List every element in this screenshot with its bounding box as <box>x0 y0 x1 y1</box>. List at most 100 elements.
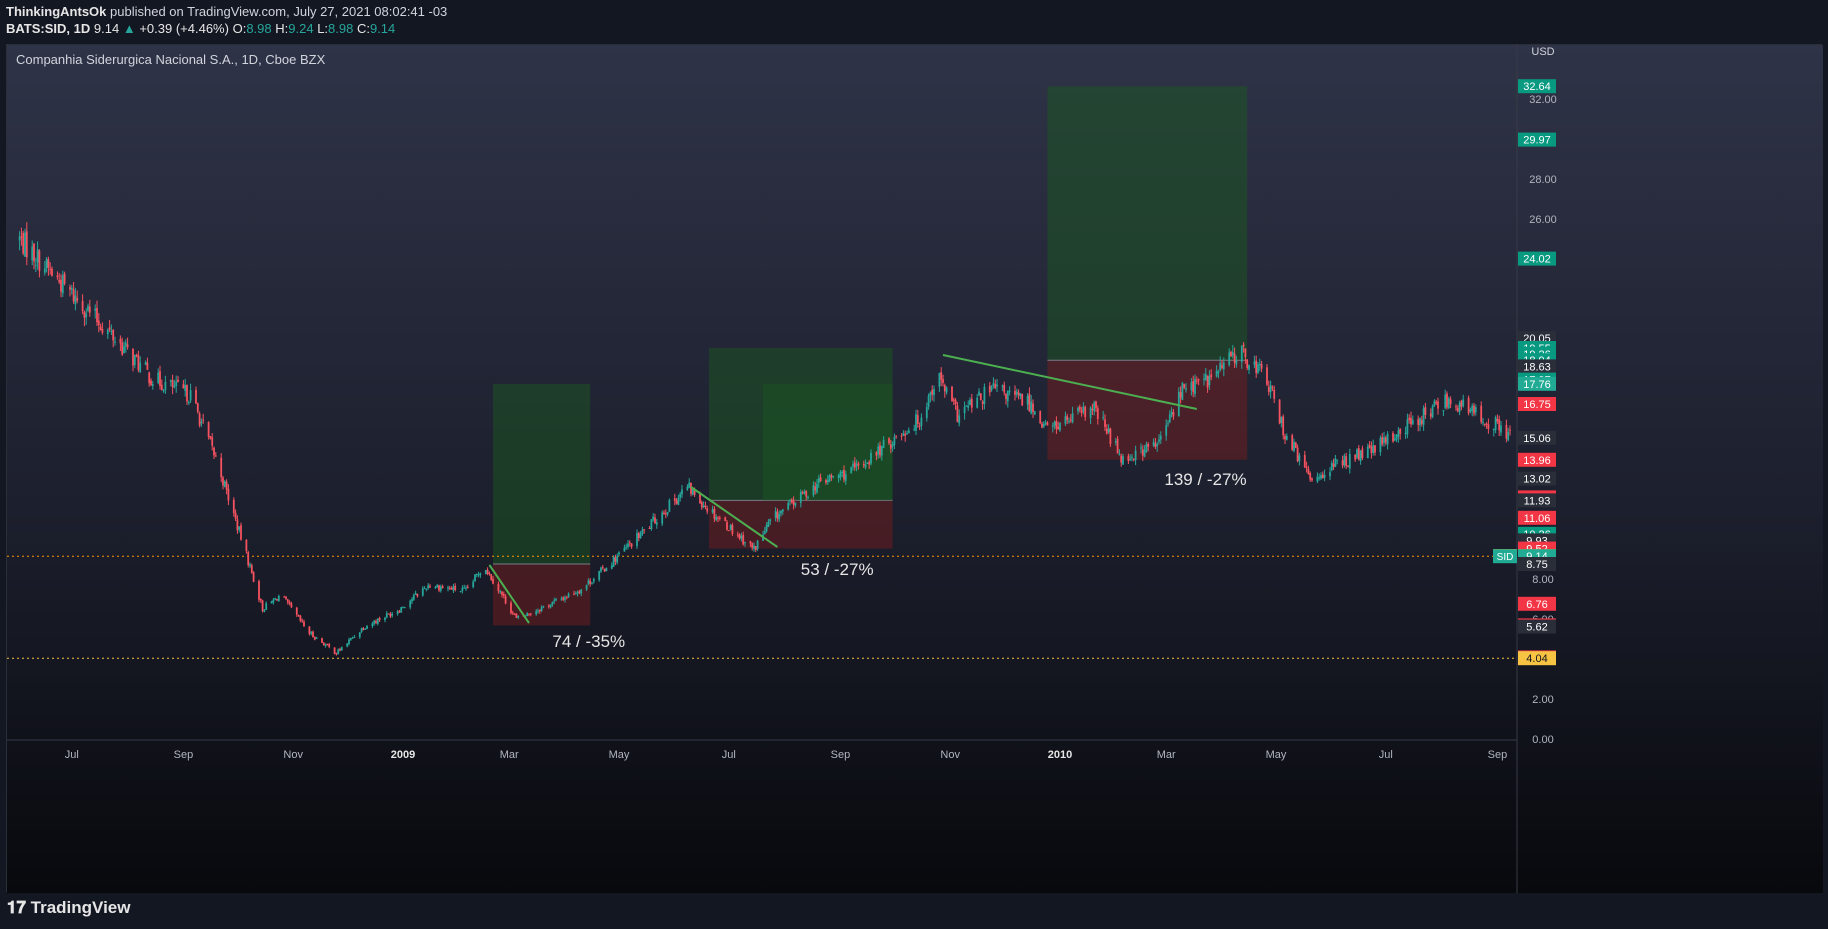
candle-body <box>265 603 268 610</box>
candle-body <box>439 586 442 591</box>
candle-body <box>643 529 646 531</box>
candle-body <box>20 236 23 238</box>
candle-body <box>637 533 640 539</box>
price-label-box <box>1518 651 1556 666</box>
chart-background <box>7 45 1823 893</box>
candle-body <box>726 522 728 530</box>
candle-body <box>610 565 613 569</box>
candle-body <box>864 464 867 468</box>
candle-body <box>1055 420 1058 429</box>
chart-canvas[interactable]: 74 / -35% 53 / -27% 139 / -27% 32.00 28.00 26… <box>7 45 1823 893</box>
candle-body <box>1469 409 1472 412</box>
candle-body <box>1041 423 1043 428</box>
candle-body <box>825 479 827 483</box>
tradingview-logo[interactable]: 𝟏𝟕 TradingView <box>7 898 130 918</box>
open-label: O: <box>232 21 247 36</box>
symbol-label[interactable]: BATS:SID, 1D <box>6 21 91 36</box>
price-label-box <box>1518 452 1556 467</box>
candle-body <box>1235 360 1238 365</box>
trade-target-zone[interactable] <box>709 348 893 501</box>
candle-body <box>497 583 500 591</box>
candle-body <box>1368 444 1371 448</box>
candle-body <box>387 613 390 615</box>
open-value: 8.98 <box>246 21 272 36</box>
candle-body <box>475 574 478 576</box>
candle-body <box>555 598 557 601</box>
candle-body <box>1152 441 1155 446</box>
candle-body <box>33 243 35 262</box>
candle-body <box>801 492 804 494</box>
candle-body <box>652 516 655 520</box>
candle-body <box>1032 403 1034 412</box>
candle-body <box>1395 434 1398 440</box>
trade-stop-zone[interactable] <box>493 564 591 626</box>
candle-body <box>1320 475 1322 479</box>
candle-body <box>992 383 995 386</box>
price-label-box <box>1518 619 1556 634</box>
candle-body <box>427 585 430 589</box>
candle-body <box>931 389 934 395</box>
candle-body <box>1446 393 1448 408</box>
candle-body <box>373 620 376 624</box>
candle-body <box>335 653 338 655</box>
y-tick-label: 28.00 <box>1529 174 1557 186</box>
trade-stop-zone[interactable] <box>1047 360 1248 460</box>
candle-body <box>1330 462 1333 471</box>
candle-body <box>1285 435 1288 440</box>
trendline[interactable] <box>690 486 778 548</box>
trade-target-zone[interactable] <box>493 383 591 564</box>
candle-body <box>99 326 102 331</box>
currency-label[interactable]: USD <box>1531 46 1554 58</box>
candle-body <box>866 462 869 464</box>
candle-body <box>340 647 343 651</box>
candle-body <box>1383 437 1385 443</box>
price-label-text: 17.76 <box>1523 379 1551 391</box>
chart-pane[interactable]: 74 / -35% 53 / -27% 139 / -27% 32.00 28.00 26… <box>6 44 1823 893</box>
low-value: 8.98 <box>328 21 354 36</box>
candle-body <box>301 620 304 622</box>
candle-body <box>162 390 165 392</box>
brand-name: TradingView <box>30 898 131 917</box>
change-value: +0.39 (+4.46%) <box>139 21 229 36</box>
candle-body <box>717 517 719 519</box>
candle-body <box>502 593 505 596</box>
tradingview-logo-icon: 𝟏𝟕 <box>7 898 26 917</box>
candle-body <box>787 502 790 510</box>
candle-body <box>1078 406 1081 410</box>
candle-body <box>391 613 394 616</box>
x-tick-label: Nov <box>940 749 960 761</box>
price-label-box <box>1518 79 1556 94</box>
candle-body <box>123 346 125 354</box>
trade-stop-zone[interactable] <box>709 500 893 549</box>
up-arrow-icon: ▲ <box>122 21 136 36</box>
candle-body <box>1447 398 1450 409</box>
ohlc-line: BATS:SID, 1D 9.14 ▲ +0.39 (+4.46%) O:8.9… <box>6 21 395 36</box>
candle-body <box>900 435 903 437</box>
y-tick-label: 8.00 <box>1532 574 1553 586</box>
candle-body <box>1069 419 1072 421</box>
candle-body <box>232 499 235 513</box>
candle-body <box>893 436 896 445</box>
candle-body <box>1334 458 1337 467</box>
candle-body <box>1129 459 1132 461</box>
candle-body <box>477 574 480 576</box>
trade-target-zone[interactable] <box>1047 86 1248 361</box>
candle-body <box>333 647 336 654</box>
price-label-box <box>1518 359 1556 374</box>
author-name[interactable]: ThinkingAntsOk <box>6 4 107 19</box>
candle-body <box>1341 460 1344 466</box>
candle-body <box>1384 437 1387 443</box>
candle-body <box>133 354 136 366</box>
candle-body <box>816 483 818 493</box>
candle-body <box>1158 439 1160 442</box>
trendline[interactable] <box>488 564 530 624</box>
candle-body <box>751 543 754 548</box>
trendline[interactable] <box>942 354 1198 410</box>
candle-body <box>535 611 538 615</box>
candle-body <box>630 543 633 547</box>
candle-body <box>1303 455 1306 468</box>
candle-body <box>736 534 739 536</box>
candle-body <box>94 308 97 311</box>
candle-body <box>1093 402 1096 412</box>
candle-body <box>214 455 217 457</box>
